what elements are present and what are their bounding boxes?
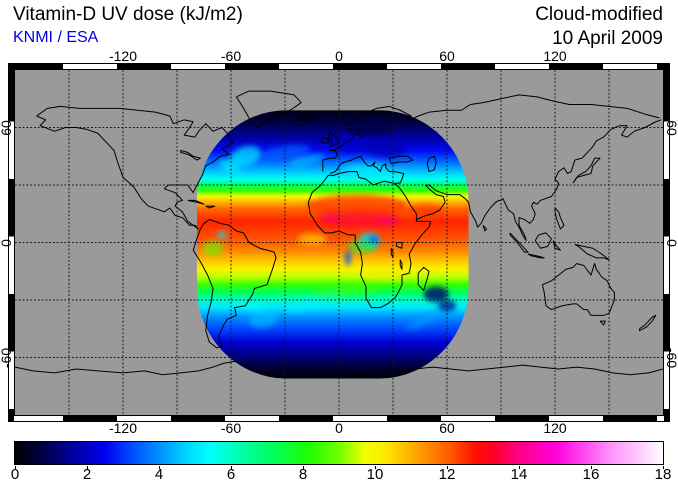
lat-tick-label-left: 60 [0, 119, 14, 136]
colorbar-tick [231, 466, 232, 469]
swath-feature-europe-cloud-2 [364, 135, 408, 159]
lon-tick-label-top: 60 [439, 48, 455, 64]
swath-feature-wafrica-peak [319, 212, 341, 223]
map-border-right [664, 64, 669, 421]
swath-feature-natl-front-2 [288, 153, 325, 167]
colorbar-tick [303, 466, 304, 469]
swath-feature-natl-cyclone-core [229, 145, 262, 167]
swath-feature-equator-yellow-patch [297, 232, 327, 245]
source-label: KNMI / ESA [13, 29, 99, 46]
swath-feature-samerica-cloud [202, 240, 224, 256]
swath-feature-natl-front [260, 144, 310, 161]
colorbar-tick-label: 2 [82, 466, 92, 480]
lon-tick-label-top: 120 [543, 48, 567, 64]
lat-tick-label-left: 0 [0, 239, 14, 247]
colorbar-tick-label: 12 [438, 466, 456, 480]
lat-tick-label-right: -60 [664, 347, 678, 368]
colorbar-tick-label: 8 [298, 466, 308, 480]
swath-feature-europe-cloud [335, 133, 372, 153]
colorbar-tick [591, 466, 592, 469]
swath-feature-samerica-speck [216, 231, 228, 239]
date-label: 10 April 2009 [552, 28, 663, 49]
colorbar-tick-label: 0 [10, 466, 20, 480]
colorbar-tick-label: 4 [154, 466, 164, 480]
swath-feature-mediterranean-clear [342, 162, 390, 177]
lon-tick-label-top: 0 [335, 48, 343, 64]
lat-tick-label-right: 60 [664, 119, 678, 136]
lon-tick-label-bottom: 60 [439, 420, 455, 436]
lat-tick-label-right: 0 [664, 239, 678, 247]
coastlines [15, 91, 663, 377]
swath-feature-sindian-front [405, 308, 446, 331]
colorbar-tick [375, 466, 376, 469]
swath-feature-satlantic-cyclone-arm [231, 298, 267, 313]
colorbar-tick-label: 16 [582, 466, 600, 480]
swath-feature-arabia-high [407, 204, 444, 220]
colorbar-tick [159, 466, 160, 469]
colorbar-tick-label: 6 [226, 466, 236, 480]
mode-label: Cloud-modified [535, 4, 663, 25]
map-border-left [9, 64, 14, 421]
colorbar-tick [87, 466, 88, 469]
swath-feature-scandinavia-dark [346, 116, 397, 136]
lon-tick-label-top: -120 [108, 48, 138, 64]
lon-tick-label-top: -60 [220, 48, 242, 64]
colorbar-tick-label: 14 [510, 466, 528, 480]
lon-tick-label-bottom: -60 [220, 420, 242, 436]
swath-feature-sahel-peak-2 [375, 216, 401, 227]
swath-feature-sahara-high [306, 194, 408, 218]
swath-feature-congo-cloud-ring [348, 238, 377, 254]
colorbar-tick [519, 466, 520, 469]
lat-tick-label-left: -60 [0, 347, 14, 368]
world-map [14, 69, 664, 416]
lon-tick-label-bottom: 120 [543, 420, 567, 436]
lon-tick-label-bottom: -120 [108, 420, 138, 436]
map-border-top [9, 64, 669, 69]
graticule [15, 70, 663, 415]
data-swath [196, 110, 469, 379]
swath-feature-natl-cyclone-arm [218, 159, 240, 173]
page-title: Vitamin-D UV dose (kJ/m2) [13, 4, 243, 25]
colorbar-gradient [14, 441, 664, 465]
swath-feature-madagascar-storm [423, 286, 449, 302]
colorbar-tick-label: 10 [366, 466, 384, 480]
swath-feature-satlantic-yellow-band [358, 269, 410, 281]
colorbar-tick [15, 466, 16, 469]
map-border-bottom [9, 416, 669, 421]
swath-feature-satlantic-cyclone [249, 310, 278, 329]
colorbar-tick-label: 18 [654, 466, 672, 480]
swath-feature-congo-cloud-streak [344, 250, 352, 266]
lon-tick-label-bottom: 0 [335, 420, 343, 436]
colorbar-tick [663, 466, 664, 469]
colorbar-tick [447, 466, 448, 469]
